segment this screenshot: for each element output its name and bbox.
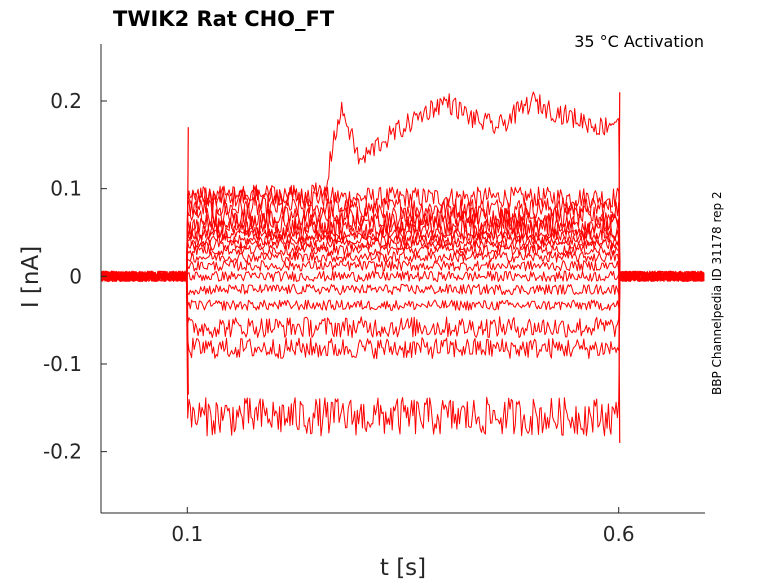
x-tick-label: 0.1 [171, 522, 203, 546]
series-line-15 [100, 270, 705, 339]
y-tick-label: -0.2 [43, 440, 82, 464]
series-line-10 [100, 251, 705, 282]
transient-spike-4 [618, 276, 621, 443]
transient-spike-1 [186, 127, 189, 277]
transient-spike-3 [618, 92, 621, 277]
series-line-13 [100, 270, 705, 296]
x-axis-label: t [s] [380, 555, 426, 581]
series-line-7 [100, 234, 705, 282]
series-line-rising [100, 91, 705, 282]
y-tick-label: 0.1 [50, 177, 82, 201]
series-line-14 [100, 270, 705, 311]
series-line-17 [100, 270, 705, 437]
series-line-12 [100, 270, 705, 283]
traces [100, 91, 705, 443]
ticks: 0.1 0.6 0.2 0.1 0 -0.1 -0.2 [43, 89, 635, 546]
transient-spike-2 [186, 276, 189, 395]
side-note: BBP Channelpedia ID 31178 rep 2 [710, 191, 724, 395]
y-tick-label: -0.1 [43, 352, 82, 376]
chart-annotation: 35 °C Activation [574, 32, 704, 51]
series-line-11 [100, 260, 705, 282]
chart-title: TWIK2 Rat CHO_FT [113, 7, 335, 31]
axes [100, 44, 705, 514]
x-tick-label: 0.6 [603, 522, 635, 546]
y-axis-label: I [nA] [18, 246, 44, 308]
y-tick-label: 0 [69, 264, 82, 288]
series-line-9 [100, 244, 705, 283]
y-tick-label: 0.2 [50, 89, 82, 113]
series-line-16 [100, 270, 705, 360]
